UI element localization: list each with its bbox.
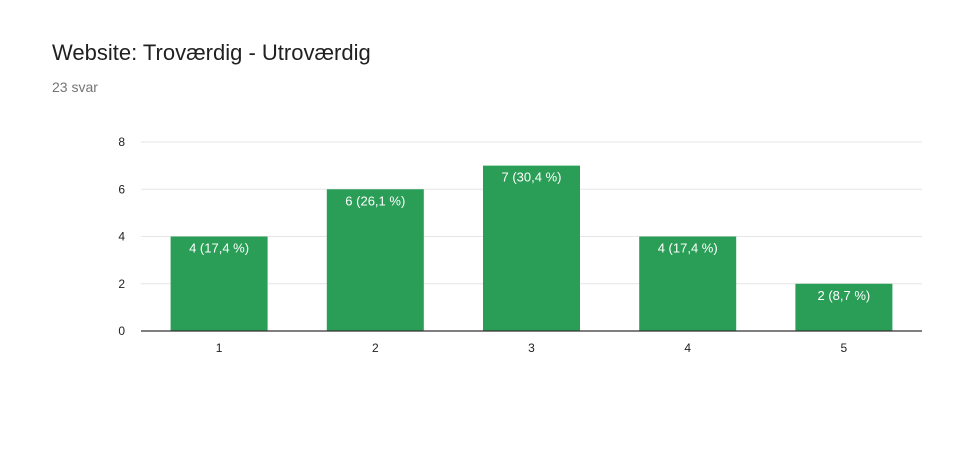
y-tick-label: 8 [118,135,125,149]
x-tick-label: 5 [841,341,848,355]
bar-data-label: 6 (26,1 %) [345,193,405,208]
bars: 4 (17,4 %) 6 (26,1 %) 7 (30,4 %) 4 (17,4 %)… [170,165,893,331]
y-tick-label: 4 [118,230,125,244]
y-tick-label: 2 [118,277,125,291]
bar-data-label: 4 (17,4 %) [189,241,249,256]
bar [483,165,580,331]
bar [639,236,737,331]
y-axis-ticks: 0 2 4 6 8 [118,135,125,338]
x-tick-label: 4 [684,341,691,355]
response-count: 23 svar [52,79,98,95]
bar [170,236,268,331]
bar-data-label: 2 (8,7 %) [818,288,871,303]
bar-data-label: 7 (30,4 %) [502,170,562,185]
y-tick-label: 6 [118,182,125,196]
chart-title: Website: Troværdig - Utroværdig [52,40,371,65]
x-tick-label: 1 [216,341,223,355]
bar-data-label: 4 (17,4 %) [658,241,718,256]
x-tick-label: 3 [528,341,535,355]
y-tick-label: 0 [118,324,125,338]
bar [326,189,424,331]
x-axis-ticks: 1 2 3 4 5 [216,341,848,355]
bar [795,283,893,331]
x-tick-label: 2 [372,341,379,355]
